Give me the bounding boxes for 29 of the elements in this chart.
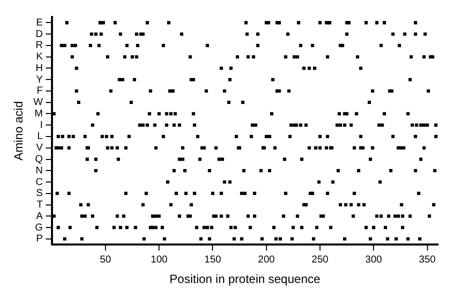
- x-tick-label: 200: [258, 254, 276, 266]
- y-tick-label: N: [36, 165, 43, 176]
- x-tick-label: 250: [312, 254, 329, 266]
- x-tick-label: 300: [365, 254, 382, 266]
- y-tick-label: T: [36, 200, 43, 211]
- y-tick-label: F: [36, 86, 43, 97]
- y-tick-label: Y: [36, 74, 44, 86]
- y-tick-label: C: [36, 176, 43, 188]
- y-tick-label: A: [36, 210, 44, 222]
- y-tick-label: K: [36, 52, 44, 63]
- y-tick-label: I: [40, 120, 43, 131]
- y-tick-label: S: [36, 188, 44, 200]
- y-tick-label: D: [36, 28, 43, 40]
- x-tick-label: 50: [100, 254, 112, 266]
- y-tick-label: H: [36, 62, 43, 74]
- x-tick-label: 100: [150, 254, 168, 266]
- y-tick-label: R: [36, 40, 43, 52]
- y-tick-label: L: [37, 131, 44, 142]
- x-tick-label: 150: [204, 254, 222, 266]
- y-tick-label: V: [36, 142, 44, 154]
- y-tick-label: M: [34, 108, 43, 120]
- y-tick-label: P: [36, 234, 44, 245]
- y-axis-title: Amino acid: [12, 101, 26, 160]
- y-tick-label: E: [36, 17, 44, 28]
- x-tick-label: 350: [418, 254, 436, 266]
- y-tick-label: G: [35, 222, 44, 234]
- y-tick-label: Q: [35, 154, 44, 165]
- x-axis-title: Position in protein sequence: [170, 272, 321, 286]
- y-tick-label: W: [33, 97, 44, 108]
